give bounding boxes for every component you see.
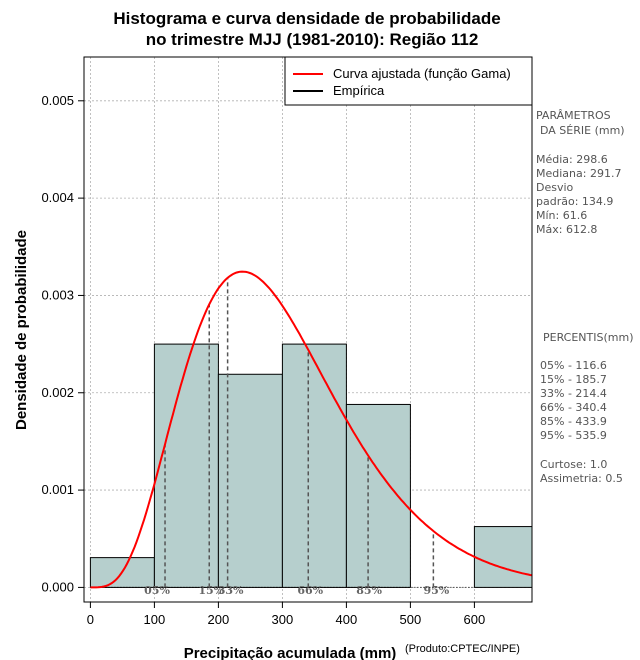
x-axis-label: Precipitação acumulada (mm): [184, 645, 397, 660]
histogram-bar: [217, 373, 283, 588]
percentis-line: 15% - 185.7: [540, 373, 607, 386]
y-axis-label: Densidade de probabilidade: [13, 230, 30, 430]
stats-header-line1: PARÂMETROS: [536, 109, 611, 122]
product-credit: (Produto:CPTEC/INPE): [405, 643, 520, 655]
x-tick-label: 0: [87, 612, 94, 627]
stats-line: Mín: 61.6: [536, 209, 587, 222]
legend-label-fit: Curva ajustada (função Gama): [333, 66, 511, 81]
percentile-lines: 05% 15%33% 66% 85% 95%: [90, 277, 475, 597]
legend-box: [284, 56, 533, 106]
percentis-line: 33% - 214.4: [540, 387, 607, 400]
stats-header-line2: DA SÉRIE (mm): [540, 124, 625, 137]
stats-line: Média: 298.6: [536, 153, 608, 166]
y-tick-label: 0.000: [41, 579, 74, 594]
chart-title-line2: no trimestre MJJ (1981-2010): Região 112: [146, 30, 479, 49]
x-tick-label: 100: [144, 612, 166, 627]
y-tick-label: 0.001: [41, 482, 74, 497]
y-tick-label: 0.004: [41, 190, 74, 205]
x-tick-label: 200: [208, 612, 230, 627]
histogram-bar: [473, 526, 533, 588]
stats-line: Mediana: 291.7: [536, 167, 621, 180]
percentile-label: 33%: [218, 584, 244, 597]
y-tick-label: 0.005: [41, 93, 74, 108]
skewness-text: Assimetria: 0.5: [540, 472, 623, 485]
histogram-bar: [281, 343, 347, 588]
axes: 0 100 200 300 400 500 600 0.000 0.001 0.002 0.003 0…: [41, 93, 485, 627]
percentile-label: 85%: [356, 584, 382, 597]
legend: Curva ajustada (função Gama) Empírica: [284, 56, 533, 106]
stats-line: padrão: 134.9: [536, 195, 613, 208]
y-tick-label: 0.002: [41, 385, 74, 400]
percentiles-panel: PERCENTIS(mm) 05% - 116.6 15% - 185.7 33…: [540, 331, 634, 485]
percentis-line: 66% - 340.4: [540, 401, 607, 414]
histogram-bar: [345, 403, 411, 588]
y-tick-label: 0.003: [41, 287, 74, 302]
percentile-label: 05%: [144, 584, 170, 597]
stats-line: Desvio: [536, 181, 574, 194]
percentile-label: 95%: [423, 584, 449, 597]
legend-label-empirical: Empírica: [333, 83, 385, 98]
histogram-bars: [89, 343, 533, 588]
chart-title-line1: Histograma e curva densidade de probabil…: [113, 9, 500, 28]
x-tick-label: 300: [272, 612, 294, 627]
percentis-header: PERCENTIS(mm): [543, 331, 634, 344]
stats-line: Máx: 612.8: [536, 223, 597, 236]
series-parameters-panel: PARÂMETROS DA SÉRIE (mm) Média: 298.6 Me…: [536, 109, 625, 236]
percentis-line: 85% - 433.9: [540, 415, 607, 428]
x-tick-label: 400: [336, 612, 358, 627]
kurtosis-text: Curtose: 1.0: [540, 458, 607, 471]
x-tick-label: 500: [400, 612, 422, 627]
x-tick-label: 600: [464, 612, 486, 627]
percentis-line: 95% - 535.9: [540, 429, 607, 442]
gamma-fit-curve: [90, 270, 533, 589]
percentile-label: 66%: [297, 584, 323, 597]
percentis-line: 05% - 116.6: [540, 359, 607, 372]
